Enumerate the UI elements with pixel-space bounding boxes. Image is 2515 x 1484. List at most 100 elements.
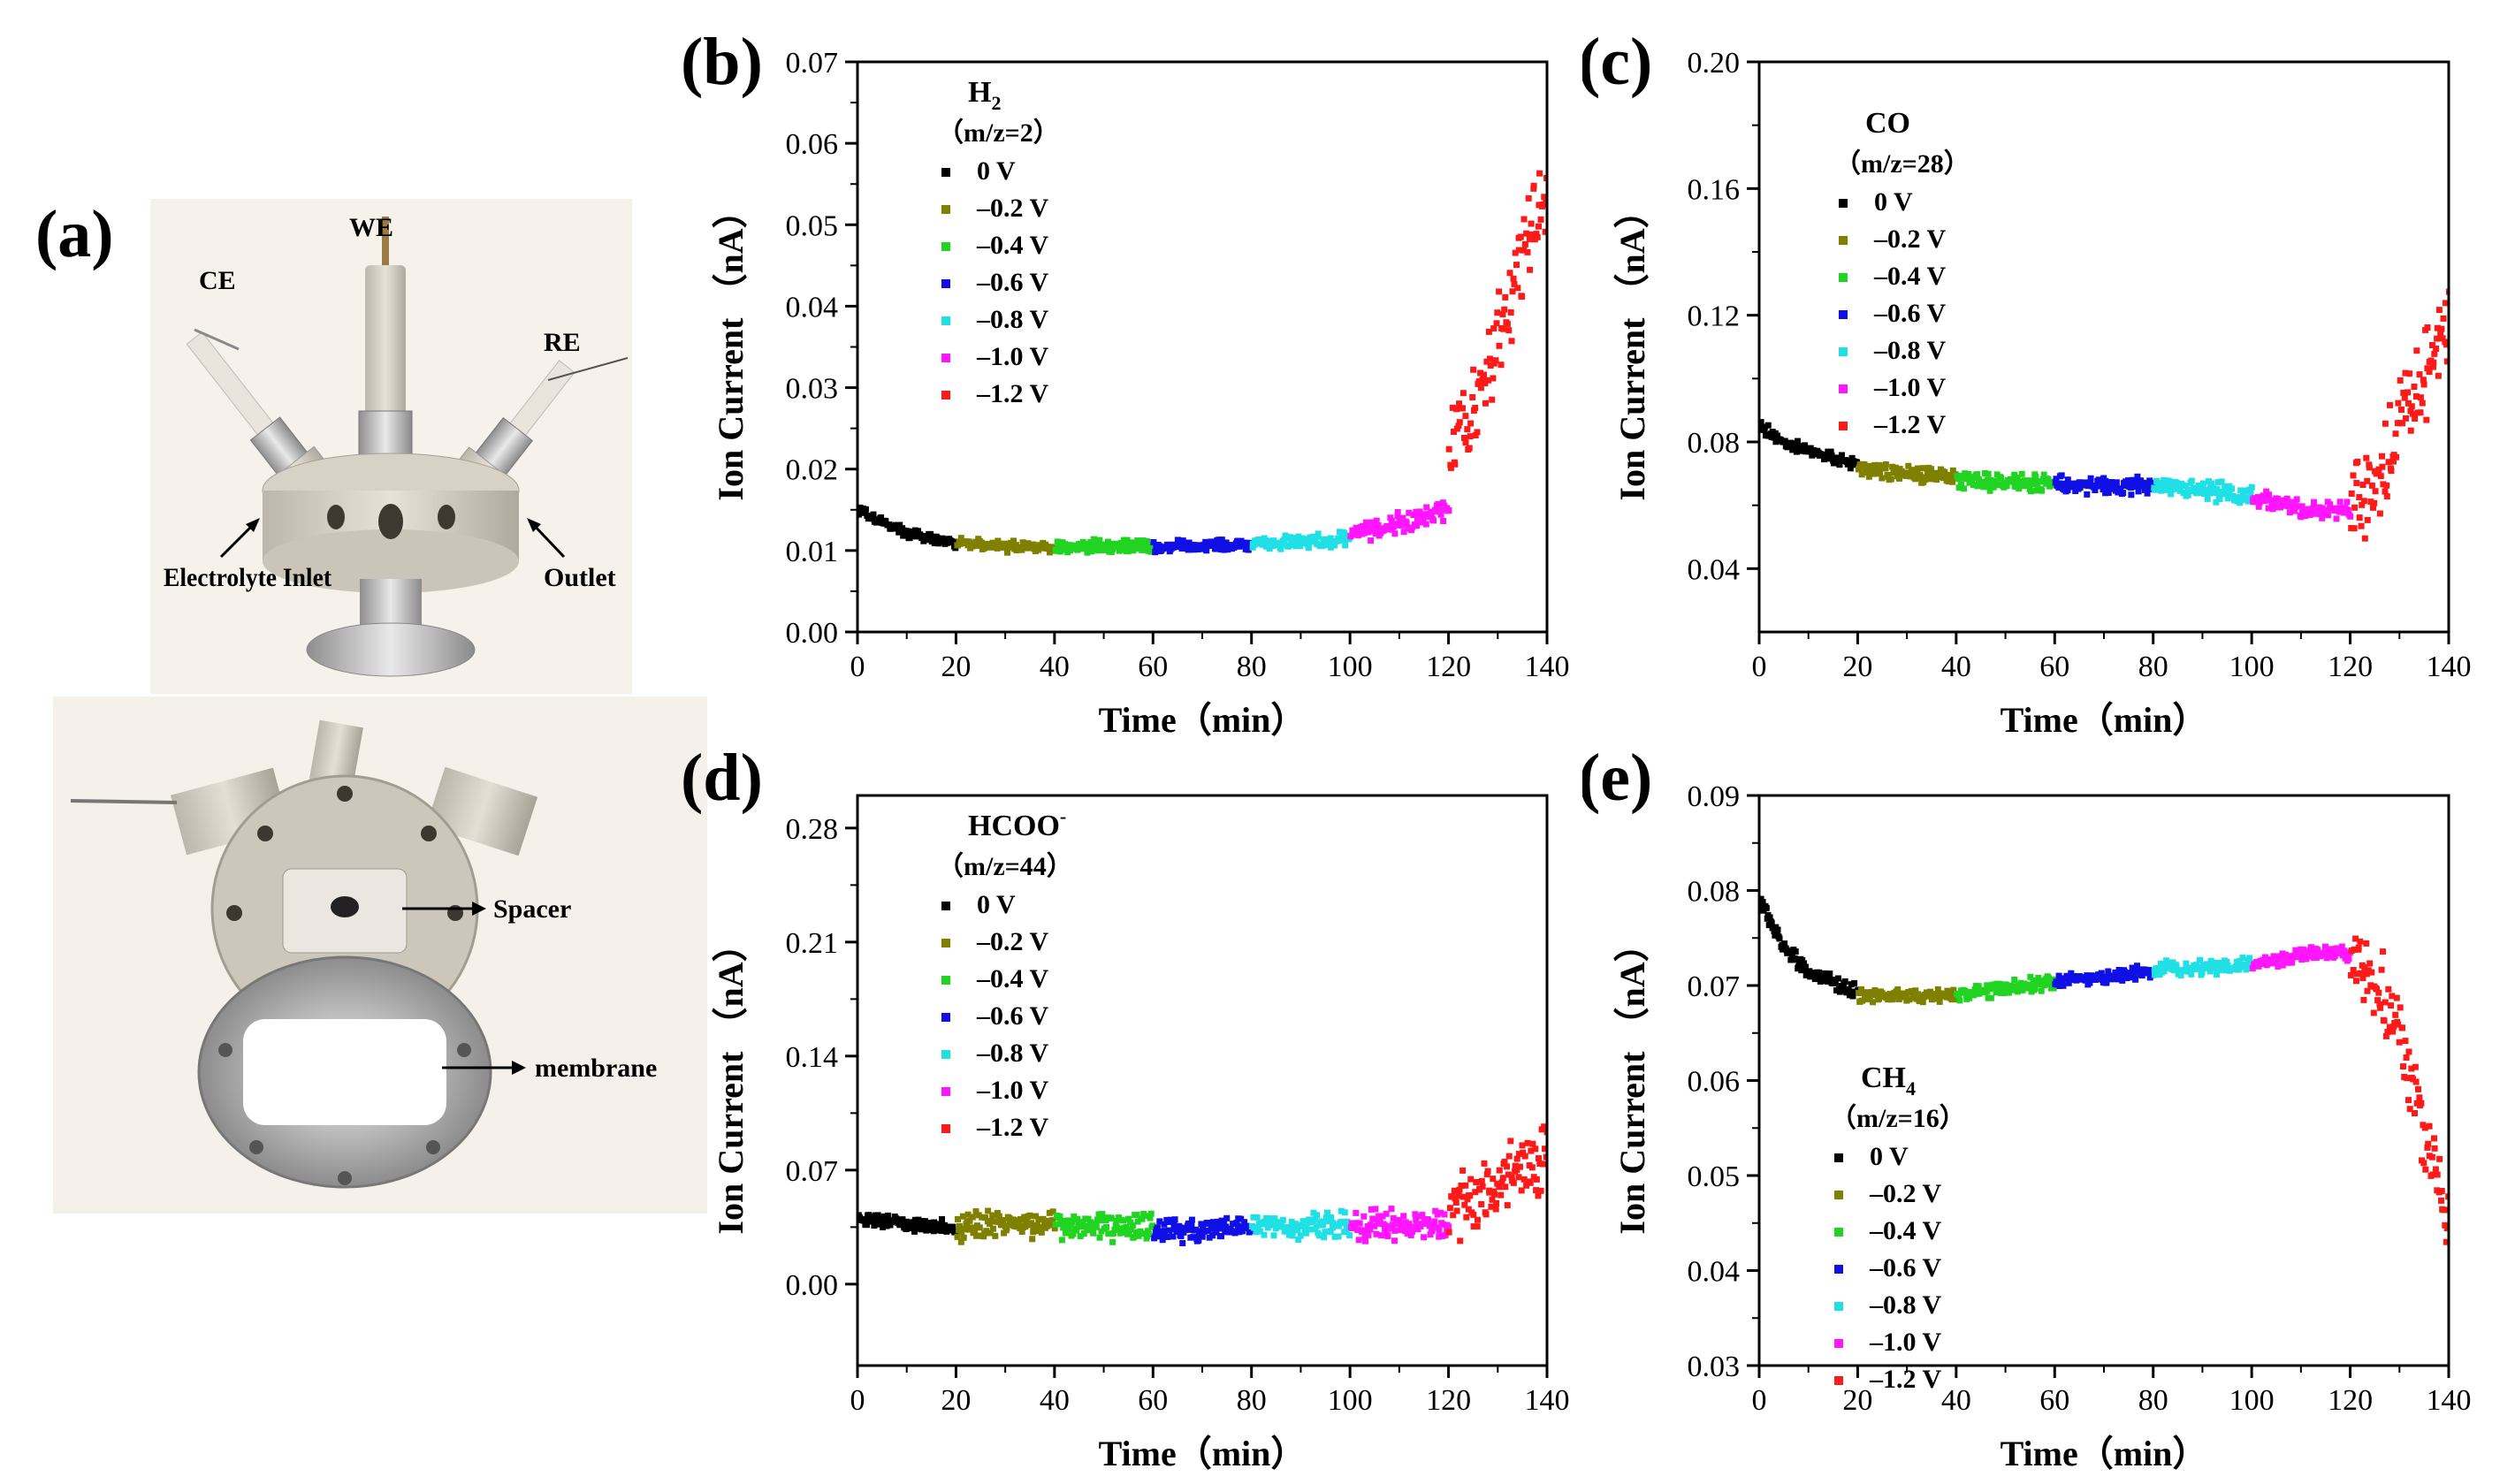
point (2415, 1085, 2421, 1092)
point (2443, 1225, 2449, 1232)
point (2364, 987, 2371, 994)
point (1355, 1237, 1362, 1244)
point (1004, 549, 1010, 556)
point (1056, 1214, 1063, 1221)
point (2261, 498, 2267, 505)
point (1886, 991, 1894, 998)
point (1188, 1216, 1195, 1223)
point (1987, 994, 1994, 1001)
point (1445, 1223, 1452, 1230)
legend-marker (1834, 1228, 1843, 1237)
point (1179, 537, 1186, 544)
point (2244, 498, 2252, 505)
point (1452, 1195, 1459, 1202)
point (2031, 986, 2039, 992)
point (1398, 519, 1405, 525)
point (2363, 940, 2370, 947)
point (1147, 548, 1155, 555)
point (2389, 1028, 2397, 1035)
point (2397, 1004, 2404, 1011)
point (1537, 1187, 1544, 1194)
point (2199, 969, 2206, 976)
y-axis-label: Ion Current （nA） (711, 193, 751, 500)
legend-label: –0.6 V (976, 1001, 1048, 1031)
y-tick-label: 0.04 (786, 291, 839, 323)
point (2084, 972, 2091, 979)
point (2405, 1097, 2412, 1104)
point (1764, 422, 1772, 429)
series-3 (1150, 537, 1254, 556)
point (1433, 1224, 1440, 1231)
re-label: RE (544, 328, 581, 357)
point (2411, 384, 2418, 390)
x-tick-label: 40 (1040, 1384, 1070, 1417)
series-4 (1248, 1207, 1353, 1244)
legend-marker (1839, 310, 1848, 319)
y-tick-label: 0.07 (1688, 970, 1741, 1003)
we-label: WE (349, 213, 393, 242)
legend-marker (941, 316, 950, 325)
point (1835, 975, 1841, 982)
point (1437, 511, 1444, 518)
legend-label: –0.4 V (976, 231, 1048, 260)
point (1170, 1221, 1177, 1229)
y-tick-label: 0.08 (1688, 427, 1741, 460)
point (1201, 1227, 1208, 1234)
panel-label: (e) (1582, 741, 1652, 815)
point (1103, 1223, 1109, 1230)
point (1277, 545, 1284, 552)
point (1154, 1224, 1161, 1231)
point (2402, 369, 2409, 377)
point (2132, 976, 2139, 983)
point (1962, 470, 1969, 477)
point (1230, 1221, 1237, 1228)
point (1403, 520, 1410, 527)
point (1297, 543, 1304, 550)
series-0 (857, 1212, 959, 1236)
point (1861, 461, 1868, 468)
point (1398, 521, 1406, 529)
point (1479, 1183, 1486, 1190)
point (2280, 958, 2287, 965)
x-tick-label: 100 (2229, 651, 2275, 683)
point (2375, 466, 2382, 473)
point (2402, 1038, 2409, 1045)
point (1441, 1211, 1448, 1218)
point (1525, 194, 1532, 202)
point (1081, 541, 1088, 548)
legend-marker (941, 1013, 950, 1022)
point (1485, 328, 1492, 335)
point (1203, 547, 1210, 554)
point (1543, 199, 1547, 206)
point (1919, 999, 1926, 1006)
point (1122, 544, 1129, 550)
point (2341, 509, 2348, 516)
point (1771, 928, 1778, 935)
legend-marker (1839, 347, 1848, 356)
point (1272, 1225, 1279, 1232)
series-3 (2052, 472, 2157, 498)
point (1315, 530, 1322, 537)
point (2405, 1048, 2412, 1055)
point (1387, 514, 1394, 521)
point (1423, 504, 1430, 511)
point (2384, 1029, 2391, 1035)
point (1456, 400, 1463, 407)
point (2317, 511, 2324, 518)
y-axis-label: Ion Current （nA） (711, 926, 751, 1234)
point (1966, 994, 1973, 1001)
point (2060, 982, 2067, 989)
point (2210, 485, 2217, 492)
point (1382, 1222, 1388, 1229)
point (1768, 919, 1775, 926)
point (915, 528, 921, 535)
point (2377, 1004, 2384, 1011)
point (2404, 389, 2412, 396)
legend-marker (1839, 199, 1848, 208)
point (2385, 459, 2392, 466)
y-tick-label: 0.03 (1688, 1351, 1741, 1383)
point (976, 1224, 983, 1231)
x-tick-label: 140 (2427, 651, 2472, 683)
x-tick-label: 120 (1426, 651, 1471, 683)
point (1498, 361, 1505, 369)
